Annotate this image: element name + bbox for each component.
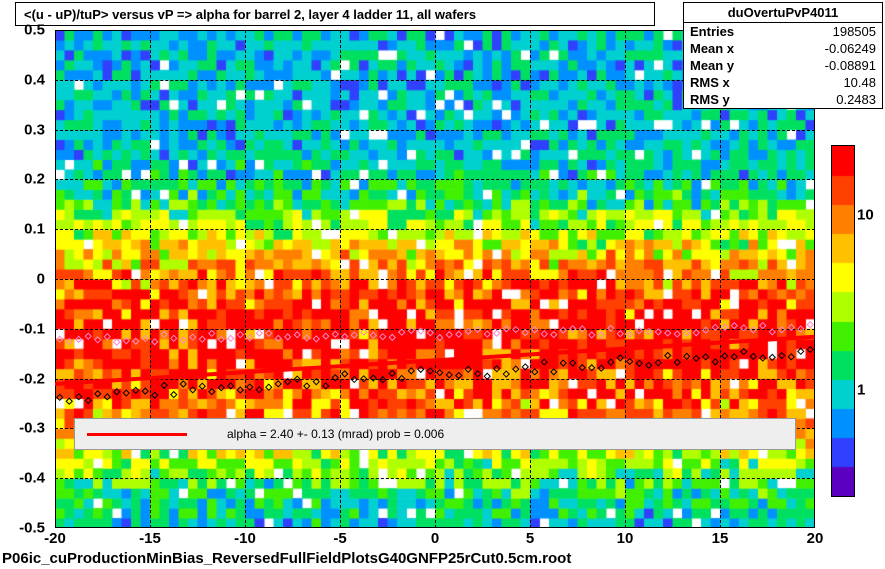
stats-label: Mean y bbox=[690, 58, 734, 73]
y-tick-label: -0.3 bbox=[19, 420, 45, 437]
y-tick-label: 0.5 bbox=[24, 22, 45, 39]
stats-row-rmsx: RMS x 10.48 bbox=[684, 74, 882, 91]
x-tick-label: 15 bbox=[712, 530, 729, 547]
colorbar: 110 bbox=[831, 145, 853, 495]
y-tick-label: 0.2 bbox=[24, 171, 45, 188]
stats-row-entries: Entries 198505 bbox=[684, 23, 882, 40]
y-tick-label: -0.5 bbox=[19, 520, 45, 537]
stats-value: -0.06249 bbox=[825, 41, 876, 56]
stats-label: Entries bbox=[690, 24, 734, 39]
x-tick-label: -15 bbox=[139, 530, 161, 547]
footer-filename: P06ic_cuProductionMinBias_ReversedFullFi… bbox=[2, 550, 571, 567]
stats-title: duOvertuPvP4011 bbox=[684, 3, 882, 23]
x-tick-label: -10 bbox=[234, 530, 256, 547]
x-tick-label: 0 bbox=[431, 530, 439, 547]
y-tick-label: 0 bbox=[37, 271, 45, 288]
stats-label: Mean x bbox=[690, 41, 734, 56]
y-tick-label: -0.4 bbox=[19, 470, 45, 487]
chart-title: <(u - uP)/tuP> versus vP => alpha for ba… bbox=[15, 2, 655, 26]
colorbar-tick-label: 1 bbox=[857, 382, 865, 399]
stats-label: RMS x bbox=[690, 75, 730, 90]
stats-row-meany: Mean y -0.08891 bbox=[684, 57, 882, 74]
x-tick-label: 20 bbox=[807, 530, 824, 547]
chart-container: <(u - uP)/tuP> versus vP => alpha for ba… bbox=[0, 0, 885, 569]
y-tick-label: 0.1 bbox=[24, 221, 45, 238]
x-axis: -20-15-10-505101520 bbox=[55, 528, 815, 548]
x-tick-label: 10 bbox=[617, 530, 634, 547]
y-tick-label: 0.4 bbox=[24, 71, 45, 88]
stats-box: duOvertuPvP4011 Entries 198505 Mean x -0… bbox=[683, 2, 883, 109]
stats-value: -0.08891 bbox=[825, 58, 876, 73]
fit-label: alpha = 2.40 +- 0.13 (mrad) prob = 0.006 bbox=[227, 427, 444, 441]
colorbar-tick-label: 10 bbox=[857, 207, 874, 224]
stats-row-meanx: Mean x -0.06249 bbox=[684, 40, 882, 57]
x-tick-label: -5 bbox=[333, 530, 346, 547]
stats-value: 10.48 bbox=[843, 75, 876, 90]
colorbar-canvas bbox=[831, 145, 855, 497]
stats-value: 198505 bbox=[833, 24, 876, 39]
fit-legend-box: alpha = 2.40 +- 0.13 (mrad) prob = 0.006 bbox=[74, 418, 796, 450]
y-tick-label: 0.3 bbox=[24, 121, 45, 138]
y-tick-label: -0.1 bbox=[19, 320, 45, 337]
y-axis: -0.5-0.4-0.3-0.2-0.100.10.20.30.40.5 bbox=[0, 30, 50, 528]
stats-label: RMS y bbox=[690, 92, 730, 107]
stats-value: 0.2483 bbox=[836, 92, 876, 107]
x-tick-label: -20 bbox=[44, 530, 66, 547]
x-tick-label: 5 bbox=[526, 530, 534, 547]
y-tick-label: -0.2 bbox=[19, 370, 45, 387]
fit-line-sample bbox=[87, 433, 187, 436]
stats-row-rmsy: RMS y 0.2483 bbox=[684, 91, 882, 108]
